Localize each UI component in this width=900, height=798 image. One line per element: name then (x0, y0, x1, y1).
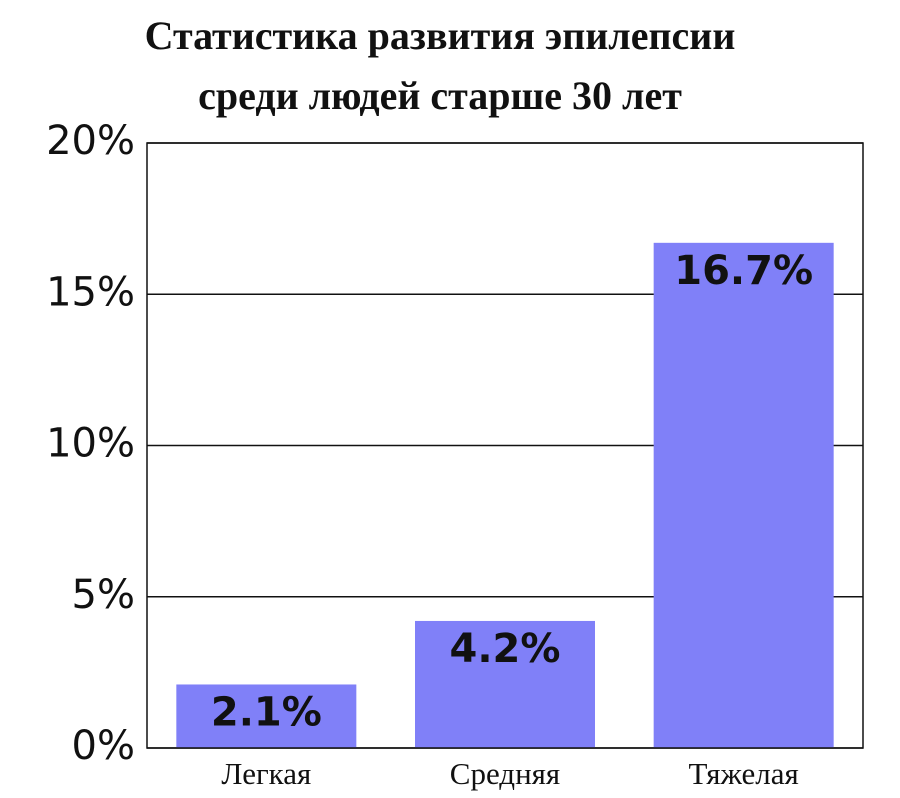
value-label: 4.2% (450, 626, 561, 672)
y-tick-label: 10% (46, 421, 135, 467)
bar (415, 620, 595, 748)
value-label: 2.1% (211, 689, 322, 735)
value-label: 16.7% (674, 248, 813, 294)
y-tick-label: 0% (72, 723, 135, 769)
chart-title: Статистика развития эпилепсии (145, 13, 736, 58)
chart-title: среди людей старше 30 лет (198, 73, 682, 118)
bar (176, 684, 357, 748)
x-tick-label: Тяжелая (689, 756, 799, 791)
x-tick-label: Средняя (450, 756, 560, 791)
y-tick-label: 20% (46, 118, 135, 164)
y-tick-label: 15% (46, 269, 135, 315)
plot-frame (146, 142, 864, 749)
bar (653, 242, 834, 748)
y-tick-label: 5% (72, 572, 135, 618)
x-tick-label: Легкая (221, 756, 311, 791)
